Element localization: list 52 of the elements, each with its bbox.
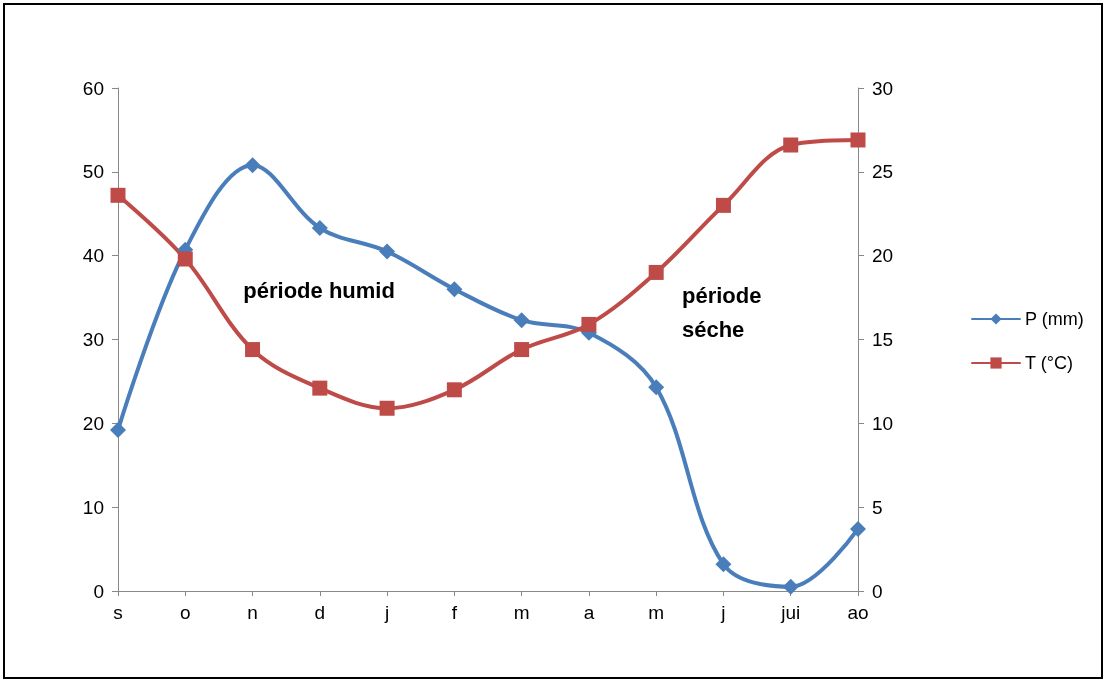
x-tick-label: m [513,602,530,623]
annotation: période séche [681,283,762,342]
x-tick-label: n [247,602,258,623]
point [311,220,328,236]
x-tick-label: j [383,602,390,623]
x-tick-label: jui [780,602,801,623]
point [514,342,530,358]
point [513,312,530,329]
x-tick-label: ao [847,602,869,623]
point [446,382,462,398]
x-tick-label: o [179,602,191,623]
y-tick-label: 20 [82,412,104,434]
point [110,422,126,439]
y2-tick-label: 0 [872,580,883,602]
y2-tick-label: 20 [872,245,894,267]
point [312,380,328,396]
x-tick-label: f [451,602,458,623]
y2-tick-label: 30 [872,77,894,99]
y-tick-label: 40 [82,245,104,267]
y2-tick-label: 10 [872,412,894,434]
y2-tick-label: 25 [872,161,894,183]
point [715,556,732,573]
point [379,243,396,260]
point [379,400,395,416]
point [850,520,866,537]
point [446,281,463,298]
point [782,578,799,595]
y-tick-label: 0 [93,580,104,602]
point [648,264,664,280]
point [581,316,597,332]
annotation: période humid [243,277,395,303]
y-tick-label: 10 [82,496,104,518]
x-tick-label: d [314,602,326,623]
y2-tick-label: 5 [872,496,883,518]
y2-tick-label: 15 [872,329,894,350]
x-tick-label: a [583,602,595,623]
legend-label: P (mm) [1025,309,1084,329]
x-tick-label: s [113,602,123,623]
point [648,379,665,396]
y-tick-label: 50 [82,161,104,183]
point [783,137,799,153]
point [110,187,126,203]
y-tick-label: 60 [82,77,104,99]
point [715,197,731,213]
x-tick-label: j [720,602,726,623]
point [244,157,261,174]
legend-label: T (°C) [1025,353,1073,373]
point [177,251,193,267]
x-tick-label: m [648,602,665,623]
point [850,132,866,148]
y-tick-label: 30 [82,329,104,350]
point [245,342,261,358]
